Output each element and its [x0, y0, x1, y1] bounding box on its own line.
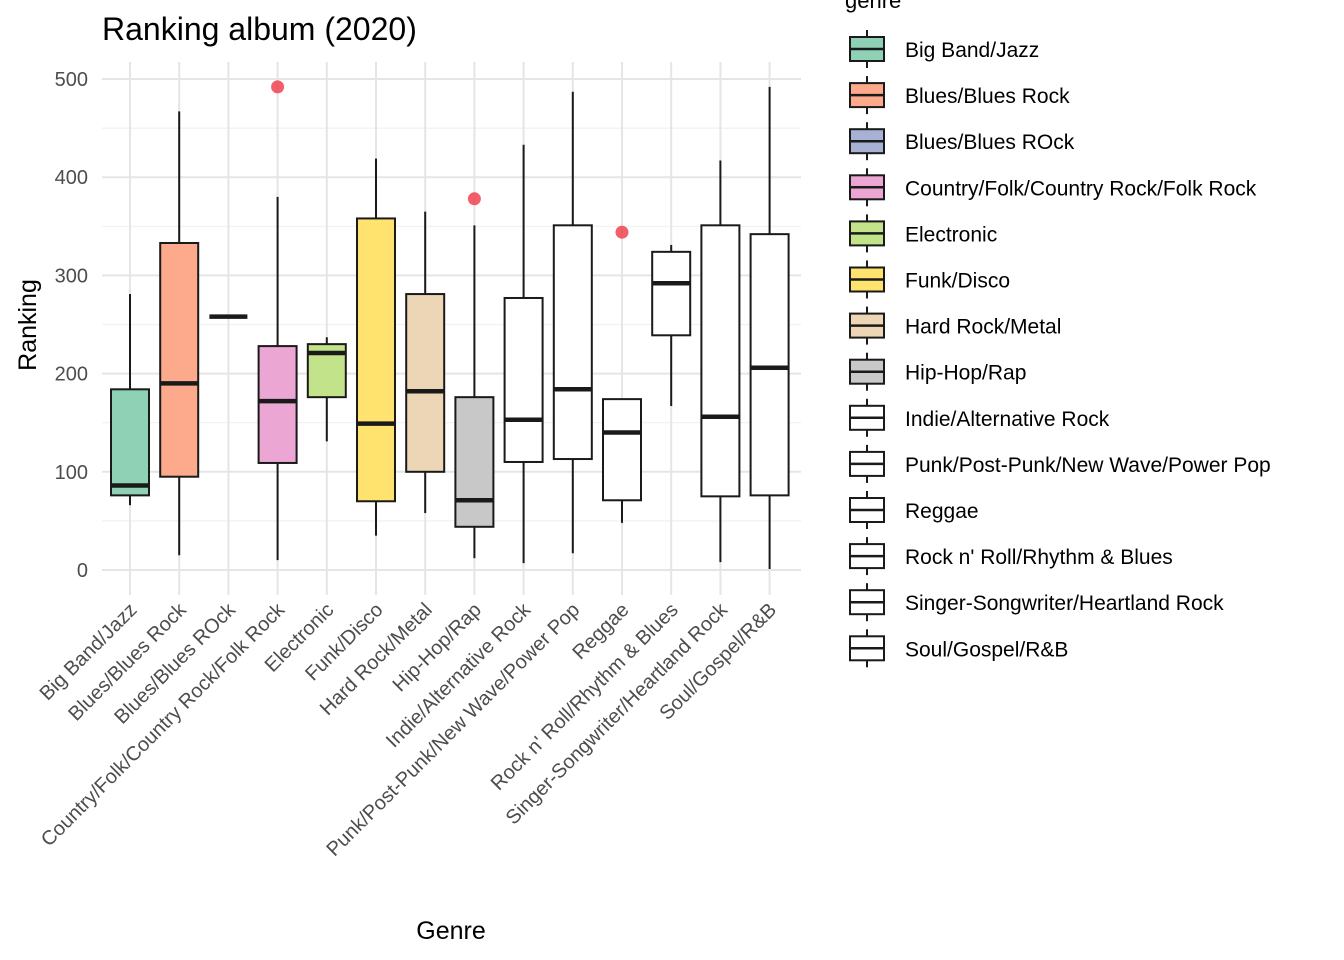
y-tick-label: 500: [55, 69, 88, 91]
box-country-folk-country-rock-folk-rock: [257, 80, 298, 561]
legend-title: genre: [845, 0, 901, 13]
outlier-point: [271, 80, 285, 94]
box-iqr: [159, 241, 200, 478]
legend-item: Reggae: [849, 491, 979, 529]
legend-item: Blues/Blues ROck: [849, 122, 1075, 161]
legend-item: Funk/Disco: [849, 260, 1010, 299]
box-punk-post-punk-new-wave-power-pop: [552, 91, 593, 554]
box-iqr: [602, 398, 642, 502]
legend-item: Electronic: [849, 214, 997, 253]
box-hip-hop-rap: [454, 192, 495, 559]
legend-item: Big Band/Jazz: [849, 30, 1039, 68]
box-electronic: [306, 337, 347, 442]
legend-label: Hip-Hop/Rap: [905, 362, 1026, 385]
legend-item: Singer-Songwriter/Heartland Rock: [849, 583, 1224, 622]
box-iqr: [356, 217, 396, 503]
box-reggae: [602, 225, 642, 523]
legend: genre Big Band/Jazz Blues/Blues Rock Blues…: [845, 0, 1271, 668]
legend-item: Hard Rock/Metal: [849, 306, 1061, 345]
legend-label: Funk/Disco: [905, 270, 1010, 293]
y-axis-title: Ranking: [14, 279, 42, 371]
box-series: [110, 80, 790, 570]
legend-label: Big Band/Jazz: [905, 39, 1039, 62]
legend-label: Punk/Post-Punk/New Wave/Power Pop: [905, 454, 1271, 477]
box-soul-gospel-r-b: [749, 86, 790, 570]
legend-item: Blues/Blues Rock: [849, 76, 1070, 115]
legend-label: Electronic: [905, 223, 997, 246]
legend-label: Blues/Blues Rock: [905, 85, 1070, 108]
box-iqr: [405, 293, 446, 473]
legend-label: Rock n' Roll/Rhythm & Blues: [905, 546, 1173, 569]
legend-label: Indie/Alternative Rock: [905, 408, 1110, 431]
box-indie-alternative-rock: [503, 144, 544, 564]
box-iqr: [257, 345, 298, 464]
box-hard-rock-metal: [405, 211, 446, 514]
box-big-band-jazz: [110, 294, 150, 506]
chart-title: Ranking album (2020): [102, 11, 417, 47]
box-blues-blues-rock: [159, 111, 200, 556]
box-funk-disco: [356, 158, 396, 536]
box-iqr: [651, 250, 692, 337]
legend-item: Indie/Alternative Rock: [849, 398, 1110, 437]
y-tick-label: 300: [55, 265, 88, 287]
legend-item: Rock n' Roll/Rhythm & Blues: [849, 537, 1173, 576]
y-tick-label: 400: [55, 167, 88, 189]
legend-item: Soul/Gospel/R&B: [849, 629, 1068, 668]
legend-item: Country/Folk/Country Rock/Folk Rock: [849, 168, 1257, 207]
box-iqr: [454, 396, 495, 528]
box-rock-n-roll-rhythm-blues: [651, 244, 692, 407]
outlier-point: [467, 192, 481, 206]
box-iqr: [700, 224, 741, 498]
y-axis: 0 100 200 300 400 500: [55, 69, 88, 582]
box-singer-songwriter-heartland-rock: [700, 160, 741, 563]
legend-label: Country/Folk/Country Rock/Folk Rock: [905, 177, 1257, 200]
legend-item: Punk/Post-Punk/New Wave/Power Pop: [849, 444, 1271, 483]
box-iqr: [503, 296, 544, 463]
y-tick-label: 200: [55, 364, 88, 386]
plot-grid: [102, 62, 801, 595]
box-iqr: [110, 388, 150, 497]
legend-label: Soul/Gospel/R&B: [905, 638, 1068, 661]
y-tick-label: 0: [77, 560, 88, 582]
legend-label: Reggae: [905, 500, 979, 523]
legend-label: Hard Rock/Metal: [905, 316, 1061, 339]
legend-item: Hip-Hop/Rap: [849, 352, 1026, 391]
legend-label: Singer-Songwriter/Heartland Rock: [905, 592, 1224, 615]
y-tick-label: 100: [55, 462, 88, 484]
outlier-point: [615, 225, 629, 239]
legend-label: Blues/Blues ROck: [905, 131, 1075, 154]
box-iqr: [552, 224, 593, 461]
x-axis-title: Genre: [416, 917, 485, 945]
box-iqr: [749, 233, 790, 497]
